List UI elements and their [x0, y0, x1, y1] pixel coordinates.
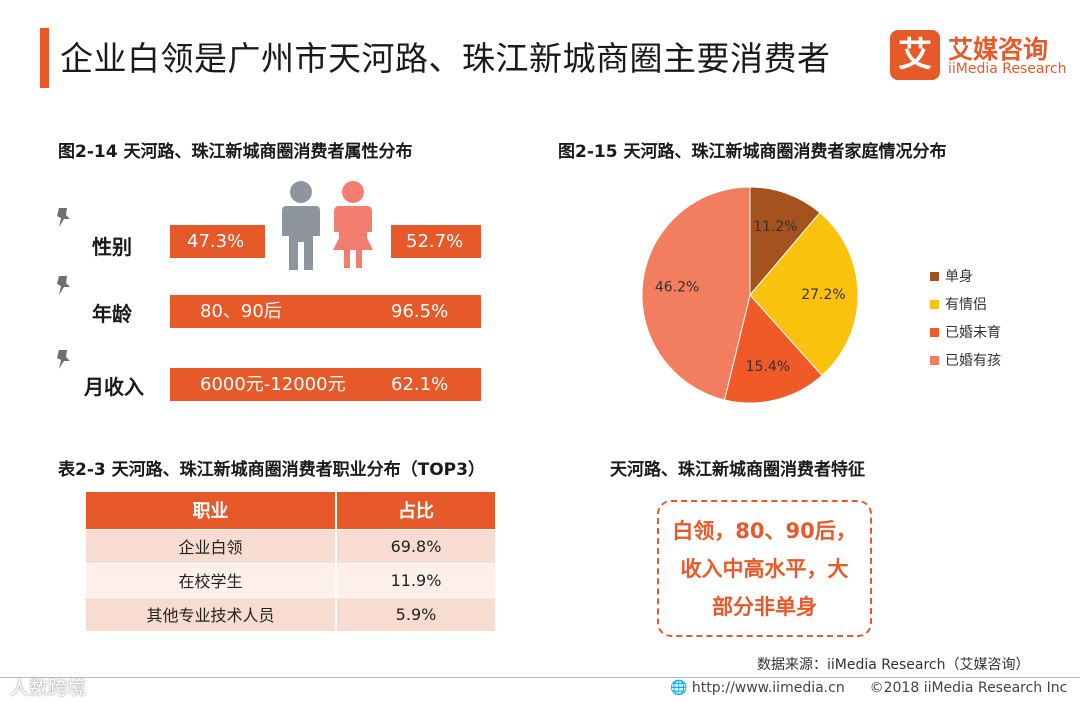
family-pie-chart: 11.2% 27.2% 15.4% 46.2%	[641, 186, 859, 404]
watermark-text: 人数跨境	[10, 677, 87, 699]
legend-swatch	[930, 327, 939, 337]
attributes-title: 图2-14 天河路、珠江新城商圈消费者属性分布	[58, 142, 413, 162]
legend-swatch	[930, 271, 939, 281]
income-range-value: 6000元-12000元	[200, 374, 346, 395]
feature-line: 白领，80、90后，	[672, 519, 857, 543]
legend-item: 已婚有孩	[930, 346, 1001, 374]
age-share-value: 96.5%	[391, 301, 449, 322]
data-source: 数据来源：iiMedia Research（艾媒咨询）	[757, 657, 1030, 673]
legend-label: 已婚有孩	[945, 353, 1001, 369]
attr-label-gender: 性别	[92, 235, 132, 259]
pie-slice-label: 27.2%	[801, 287, 845, 303]
attr-label-age: 年龄	[92, 302, 132, 326]
legend-label: 已婚未育	[945, 325, 1001, 341]
gender-female-bar: 52.7%	[391, 225, 481, 258]
gender-male-bar: 47.3%	[170, 225, 265, 258]
brand-logo: 艾 艾媒咨询 iiMedia Research	[890, 30, 1070, 86]
pin-icon	[57, 208, 70, 227]
globe-icon: 🌐	[670, 680, 688, 696]
brand-name-cn: 艾媒咨询	[948, 35, 1049, 64]
pie-slice-2	[723, 293, 823, 404]
table-row: 在校学生 11.9%	[86, 562, 495, 597]
brand-mark: 艾	[890, 30, 940, 80]
legend-swatch	[930, 355, 939, 365]
table-cell-occupation: 企业白领	[86, 528, 337, 563]
table-row: 其他专业技术人员 5.9%	[86, 596, 495, 631]
table-cell-occupation: 在校学生	[86, 562, 337, 597]
legend-label: 有情侣	[945, 297, 987, 313]
pie-slice-label: 11.2%	[753, 219, 797, 235]
title-accent-bar	[40, 28, 49, 88]
footer-links: 🌐 http://www.iimedia.cn ©2018 iiMedia Re…	[670, 680, 1067, 696]
feature-line: 部分非单身	[712, 595, 817, 619]
table-header-share: 占比	[336, 492, 495, 529]
table-row: 企业白领 69.8%	[86, 528, 495, 563]
footer-divider	[0, 677, 1080, 678]
male-figure-icon	[282, 181, 320, 270]
pie-title: 图2-15 天河路、珠江新城商圈消费者家庭情况分布	[558, 142, 947, 162]
income-share-value: 62.1%	[391, 374, 449, 395]
age-group-value: 80、90后	[200, 301, 282, 322]
table-cell-share: 5.9%	[336, 596, 495, 631]
gender-female-value: 52.7%	[406, 231, 464, 252]
occupation-table: 职业 占比 企业白领 69.8% 在校学生 11.9% 其他专业技术人员 5.9…	[86, 492, 495, 631]
website-link[interactable]: http://www.iimedia.cn	[691, 680, 845, 696]
table-cell-occupation: 其他专业技术人员	[86, 596, 337, 631]
pie-slice-0	[749, 186, 821, 297]
age-bar: 80、90后 96.5%	[170, 295, 481, 328]
pin-icon	[57, 276, 70, 295]
table-header-occupation: 职业	[86, 492, 337, 529]
gender-male-value: 47.3%	[187, 231, 245, 252]
features-box: 白领，80、90后， 收入中高水平，大 部分非单身	[657, 500, 872, 637]
pie-slice-1	[749, 211, 859, 377]
pie-legend: 单身有情侣已婚未育已婚有孩	[930, 262, 1001, 374]
copyright-text: ©2018 iiMedia Research Inc	[869, 680, 1068, 696]
pin-icon	[57, 350, 70, 369]
income-bar: 6000元-12000元 62.1%	[170, 368, 481, 401]
features-title: 天河路、珠江新城商圈消费者特征	[610, 460, 865, 480]
features-text: 白领，80、90后， 收入中高水平，大 部分非单身	[659, 512, 870, 626]
pie-slice-label: 15.4%	[746, 359, 790, 375]
female-figure-icon	[333, 181, 373, 268]
attr-label-income: 月收入	[84, 375, 144, 399]
legend-item: 有情侣	[930, 290, 1001, 318]
table-title: 表2-3 天河路、珠江新城商圈消费者职业分布（TOP3）	[58, 460, 485, 480]
page-title: 企业白领是广州市天河路、珠江新城商圈主要消费者	[60, 39, 831, 78]
pie-slice-label: 46.2%	[655, 279, 699, 295]
table-header-row: 职业 占比	[86, 492, 495, 529]
legend-label: 单身	[945, 269, 973, 285]
legend-swatch	[930, 299, 939, 309]
table-cell-share: 69.8%	[336, 528, 495, 563]
legend-item: 已婚未育	[930, 318, 1001, 346]
table-cell-share: 11.9%	[336, 562, 495, 597]
pie-slice-3	[641, 186, 751, 401]
legend-item: 单身	[930, 262, 1001, 290]
feature-line: 收入中高水平，大	[680, 557, 849, 581]
brand-name-en: iiMedia Research	[948, 61, 1067, 77]
